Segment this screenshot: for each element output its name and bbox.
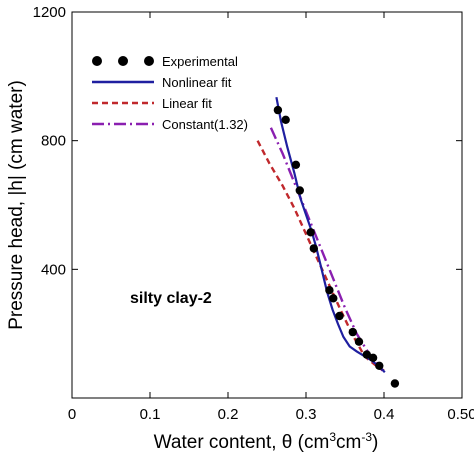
legend-label: Linear fit <box>162 96 212 111</box>
x-tick-label: 0.4 <box>374 406 395 423</box>
x-tick-label: 0.3 <box>296 406 317 423</box>
data-point <box>335 311 344 321</box>
legend-label: Nonlinear fit <box>162 75 232 90</box>
legend-marker <box>92 56 102 66</box>
x-tick-label: 0.2 <box>218 406 239 423</box>
series-line-linear-fit <box>256 140 385 372</box>
data-point <box>325 286 334 295</box>
data-point <box>362 350 371 359</box>
data-point <box>329 294 338 303</box>
data-point <box>306 228 315 237</box>
y-axis-title: Pressure head, |h| (cm water) <box>6 80 27 330</box>
x-tick-label: 0.1 <box>140 406 161 423</box>
data-point <box>390 379 400 388</box>
series-line-constant-1-32 <box>269 127 384 372</box>
legend: Experimental Nonlinear fit Linear fit Const… <box>92 54 248 132</box>
data-point <box>273 105 283 115</box>
data-point <box>375 361 384 370</box>
x-tick-label: 0 <box>68 406 76 423</box>
data-point <box>309 244 318 253</box>
legend-marker <box>144 56 154 66</box>
annotation-label: silty clay-2 <box>130 290 212 307</box>
legend-label: Constant(1.32) <box>162 117 248 132</box>
data-point <box>281 115 290 125</box>
data-point <box>348 327 357 337</box>
x-tick-label: 0.50 <box>447 406 474 423</box>
data-point <box>368 353 378 362</box>
series-layer <box>256 96 400 388</box>
data-point <box>291 160 301 169</box>
y-tick-label: 400 <box>41 261 66 278</box>
data-point <box>295 186 304 195</box>
series-line-nonlinear-fit <box>275 96 386 374</box>
y-tick-label: 800 <box>41 133 66 150</box>
x-axis-title: Water content, θ (cm3cm-3) <box>154 430 379 453</box>
legend-marker <box>118 56 128 66</box>
data-point <box>354 337 364 346</box>
ticks-layer: 0 0.1 0.2 0.3 0.4 0.50 400 800 1200 <box>33 4 474 423</box>
plot-frame <box>71 11 463 399</box>
legend-label: Experimental <box>162 54 238 69</box>
y-tick-label: 1200 <box>33 4 66 21</box>
